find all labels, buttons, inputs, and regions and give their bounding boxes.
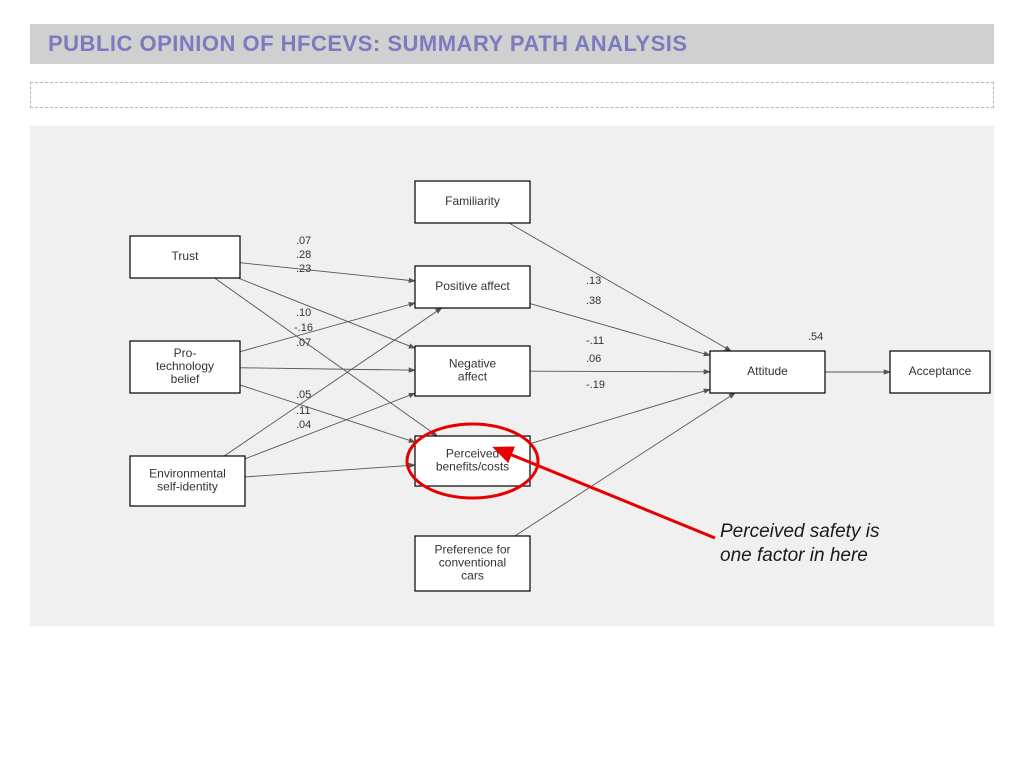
node-label-protech-1: technology xyxy=(156,359,214,373)
node-label-acceptance-0: Acceptance xyxy=(909,364,972,378)
edge-negaffect-attitude xyxy=(530,371,710,372)
edge-label-prefconv-attitude: -.19 xyxy=(586,379,605,391)
annotation-arrow xyxy=(495,448,715,538)
edge-label-protech-benefits: .05 xyxy=(296,389,311,401)
edge-trust-benefits xyxy=(215,278,438,436)
edge-label-posaffect-attitude: .38 xyxy=(586,295,601,307)
node-label-envself-1: self-identity xyxy=(157,480,218,494)
node-label-benefits-1: benefits/costs xyxy=(436,460,509,474)
page-title: PUBLIC OPINION OF HFCEVS: SUMMARY PATH A… xyxy=(48,31,688,57)
edge-label-envself-posaffect: .23 xyxy=(296,263,311,275)
node-label-negaffect-1: affect xyxy=(458,370,488,384)
node-label-prefconv-0: Preference for xyxy=(434,543,510,557)
annotation-text: Perceived safety is one factor in here xyxy=(720,520,880,568)
edge-protech-benefits xyxy=(240,385,415,442)
edge-label-negaffect-attitude: -.11 xyxy=(586,335,604,347)
edge-label-benefits-attitude: .06 xyxy=(586,353,601,365)
node-label-familiarity-0: Familiarity xyxy=(445,194,500,208)
node-label-protech-0: Pro- xyxy=(174,346,197,360)
node-label-trust-0: Trust xyxy=(172,249,200,263)
edge-label-familiarity-attitude: .13 xyxy=(586,275,601,287)
title-bar: PUBLIC OPINION OF HFCEVS: SUMMARY PATH A… xyxy=(30,24,994,64)
node-label-prefconv-1: conventional xyxy=(439,556,506,570)
edge-label-trust-posaffect: .07 xyxy=(296,235,311,247)
edge-familiarity-attitude xyxy=(509,223,731,351)
edge-label-extra-1: .11 xyxy=(296,405,310,417)
edge-label-extra-0: .10 xyxy=(296,307,311,319)
edge-label-protech-negaffect: -.16 xyxy=(294,322,313,334)
edge-prefconv-attitude xyxy=(515,393,735,536)
node-label-benefits-0: Perceived xyxy=(446,447,499,461)
edge-envself-benefits xyxy=(245,465,415,477)
edge-label-envself-negaffect: .07 xyxy=(296,337,311,349)
annotation-label: Perceived safety is one factor in here xyxy=(720,521,879,566)
edge-envself-negaffect xyxy=(245,393,415,459)
edge-envself-posaffect xyxy=(224,308,441,456)
edge-trust-posaffect xyxy=(240,263,415,281)
node-label-protech-2: belief xyxy=(171,372,200,386)
edge-protech-negaffect xyxy=(240,368,415,370)
edge-posaffect-attitude xyxy=(530,304,710,356)
node-label-negaffect-0: Negative xyxy=(449,357,497,371)
edge-benefits-attitude xyxy=(530,389,710,443)
node-label-envself-0: Environmental xyxy=(149,467,226,481)
node-label-prefconv-2: cars xyxy=(461,569,484,583)
edge-label-envself-benefits: .04 xyxy=(296,419,311,431)
node-label-attitude-0: Attitude xyxy=(747,364,788,378)
node-label-posaffect-0: Positive affect xyxy=(435,279,510,293)
edge-label-attitude-acceptance: .54 xyxy=(808,331,823,343)
empty-dashed-container xyxy=(30,82,994,108)
edge-label-protech-posaffect: .28 xyxy=(296,249,311,261)
